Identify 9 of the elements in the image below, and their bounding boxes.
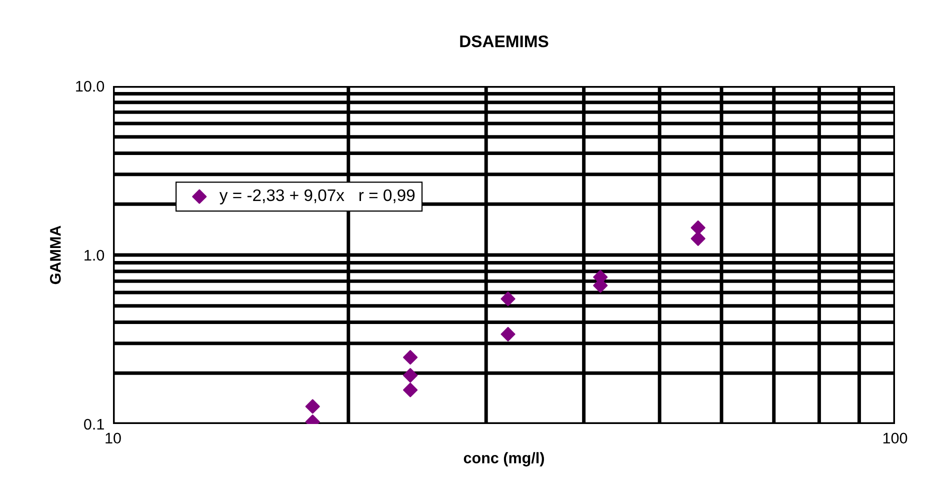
x-tick-label: 10 — [106, 432, 121, 444]
chart-title: DSAEMIMS — [460, 35, 548, 48]
y-tick-label: 10.0 — [76, 80, 104, 92]
y-tick-label: 1.0 — [84, 250, 104, 261]
y-tick-label: 0.1 — [84, 418, 104, 430]
x-axis-title: conc (mg/l) — [464, 452, 544, 466]
x-tick-label: 100 — [883, 432, 908, 444]
y-axis-title: GAMMA — [50, 226, 61, 284]
legend-label: y = -2,33 + 9,07x r = 0,99 — [219, 189, 415, 204]
